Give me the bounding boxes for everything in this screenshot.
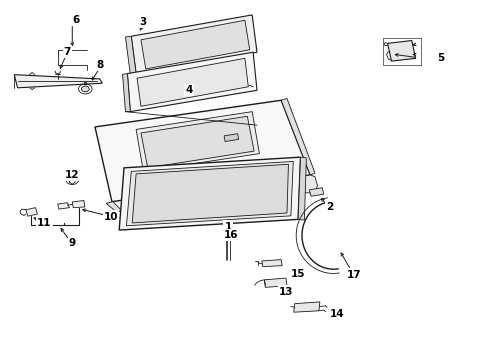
Text: 14: 14	[329, 310, 344, 320]
Text: 5: 5	[436, 53, 443, 63]
Polygon shape	[281, 99, 315, 175]
Polygon shape	[298, 157, 306, 220]
Text: 6: 6	[72, 15, 79, 25]
Polygon shape	[126, 161, 293, 226]
Polygon shape	[261, 260, 282, 267]
Polygon shape	[293, 302, 319, 312]
Circle shape	[81, 86, 89, 92]
Text: 2: 2	[325, 202, 333, 212]
Polygon shape	[141, 116, 254, 168]
Text: 3: 3	[139, 17, 147, 27]
Text: 15: 15	[290, 269, 305, 279]
Text: 7: 7	[63, 46, 71, 56]
Polygon shape	[132, 164, 288, 223]
Polygon shape	[309, 188, 323, 196]
Polygon shape	[58, 203, 69, 209]
Polygon shape	[106, 202, 121, 212]
Polygon shape	[122, 74, 130, 112]
Polygon shape	[224, 134, 238, 141]
Polygon shape	[141, 20, 249, 69]
Text: 11: 11	[37, 218, 51, 228]
Text: 4: 4	[185, 85, 193, 95]
Polygon shape	[26, 208, 37, 216]
Polygon shape	[127, 52, 257, 112]
Polygon shape	[95, 100, 310, 202]
Text: 12: 12	[65, 170, 79, 180]
Polygon shape	[387, 41, 415, 61]
Polygon shape	[125, 36, 136, 74]
Polygon shape	[137, 58, 248, 106]
Polygon shape	[264, 278, 287, 287]
Text: 10: 10	[104, 212, 118, 222]
Text: 17: 17	[346, 270, 360, 280]
Text: 9: 9	[69, 238, 76, 248]
Text: 1: 1	[224, 221, 231, 231]
Text: 13: 13	[278, 287, 293, 297]
Polygon shape	[119, 157, 300, 230]
Polygon shape	[131, 15, 257, 74]
Polygon shape	[14, 75, 102, 88]
Polygon shape	[269, 175, 317, 193]
Polygon shape	[72, 201, 85, 208]
Text: 16: 16	[223, 230, 238, 240]
Polygon shape	[136, 112, 259, 171]
Text: 8: 8	[96, 60, 103, 70]
